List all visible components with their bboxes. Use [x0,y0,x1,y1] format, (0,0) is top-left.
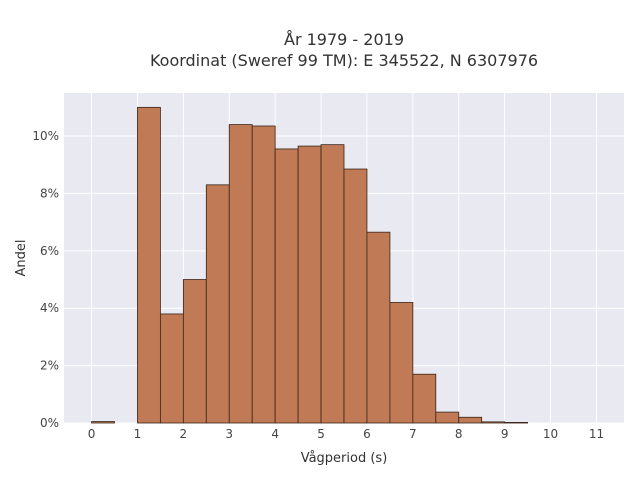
chart-title-line2: Koordinat (Sweref 99 TM): E 345522, N 63… [150,51,538,70]
y-tick-label-5: 10% [32,129,59,143]
histogram-bar-0 [91,421,115,424]
histogram-bar-15 [435,411,460,424]
histogram-bar-7 [251,125,276,424]
x-tick-label-6: 6 [363,427,371,441]
x-tick-label-0: 0 [88,427,96,441]
x-tick-label-11: 11 [589,427,604,441]
histogram-bar-2 [137,106,161,424]
histogram-bar-13 [389,302,414,424]
histogram-bar-10 [320,144,345,424]
histogram-bar-14 [412,373,437,424]
histogram-bar-3 [159,313,184,424]
y-axis-ticks: 0% 2% 4% 6% 8% 10% [32,129,59,430]
y-tick-label-4: 8% [40,186,59,200]
histogram-bar-18 [504,422,529,424]
y-tick-label-3: 6% [40,244,59,258]
x-tick-label-3: 3 [225,427,233,441]
histogram-bar-17 [481,421,506,424]
chart-title-line1: År 1979 - 2019 [284,30,404,49]
y-tick-label-1: 2% [40,359,59,373]
x-axis-ticks: 0 1 2 3 4 5 6 7 8 9 10 11 [88,427,604,441]
x-tick-label-2: 2 [180,427,188,441]
x-axis-label: Vågperiod (s) [301,451,388,466]
histogram-bar-9 [297,145,322,424]
y-axis-label: Andel [14,240,29,277]
x-tick-label-1: 1 [134,427,142,441]
x-tick-label-9: 9 [501,427,509,441]
histogram-bar-8 [274,148,299,424]
x-tick-label-4: 4 [271,427,279,441]
bars [91,106,529,424]
histogram-bar-6 [228,124,253,424]
histogram-bar-4 [182,279,207,424]
histogram-bar-16 [458,416,483,424]
histogram-bar-12 [366,231,391,424]
y-tick-label-2: 4% [40,301,59,315]
y-tick-label-0: 0% [40,416,59,430]
x-tick-label-7: 7 [409,427,417,441]
x-tick-label-8: 8 [455,427,463,441]
histogram-bar-5 [205,184,230,424]
histogram-bar-11 [343,168,368,424]
x-tick-label-10: 10 [543,427,558,441]
x-tick-label-5: 5 [317,427,325,441]
